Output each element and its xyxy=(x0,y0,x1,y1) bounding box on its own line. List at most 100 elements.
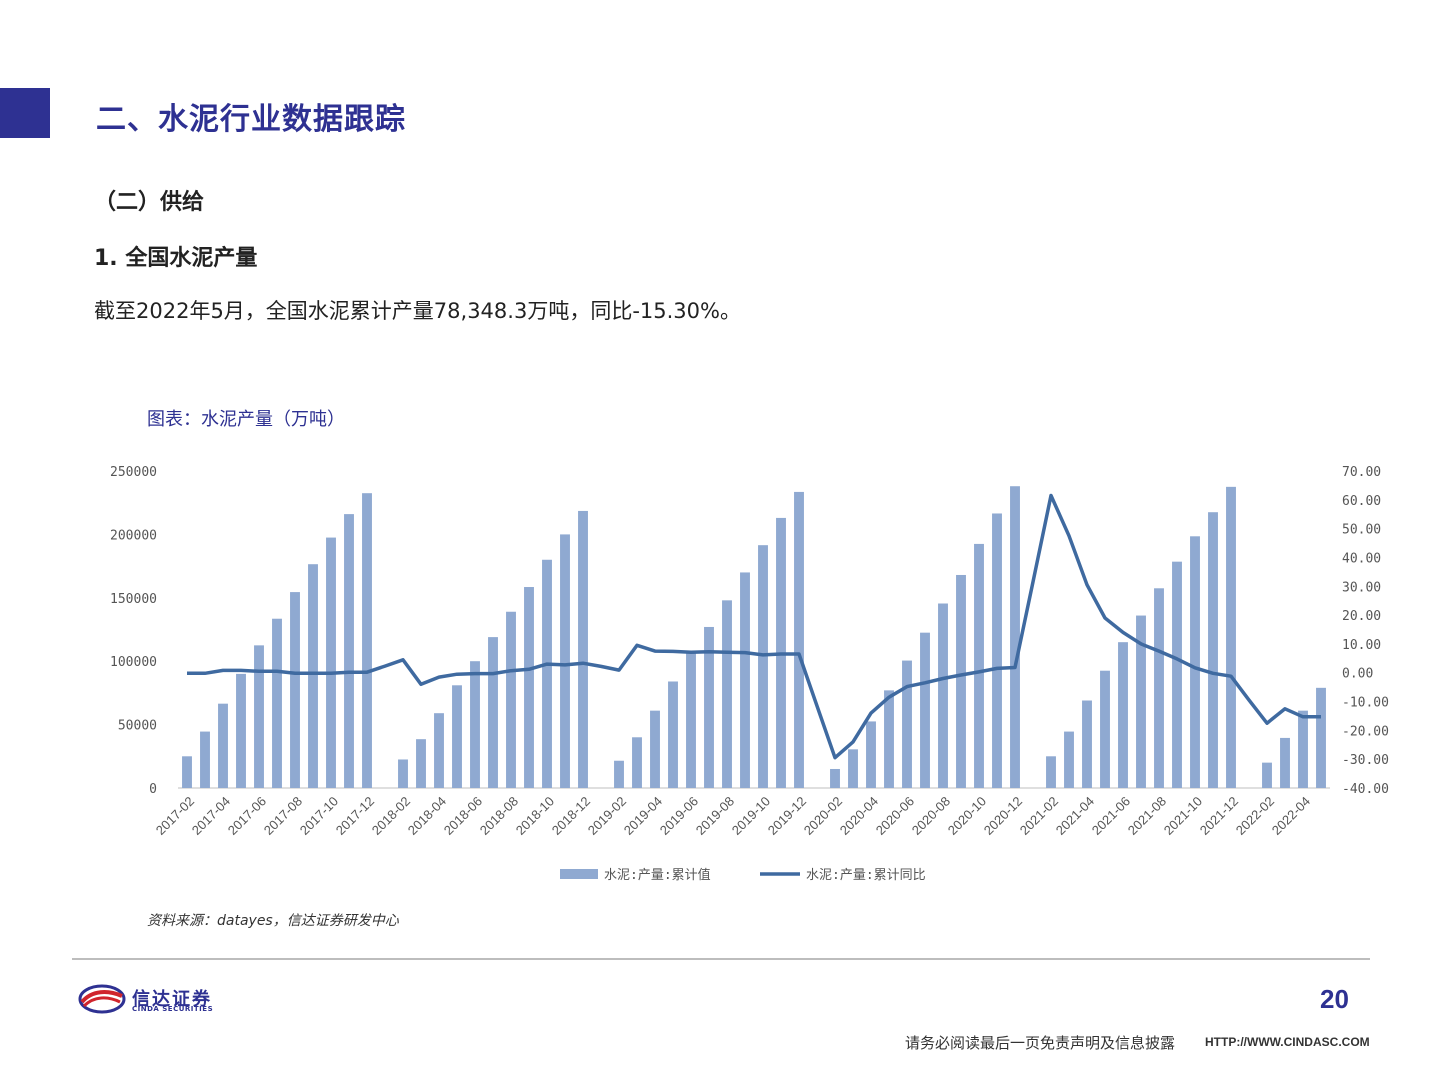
x-tick-label: 2017-04 xyxy=(189,794,233,838)
bar-2017-06 xyxy=(254,645,264,788)
bar-2017-11 xyxy=(344,514,354,788)
bar-2018-06 xyxy=(470,661,480,788)
bar-2020-07 xyxy=(920,632,930,788)
x-axis: 2017-022017-042017-062017-082017-102017-… xyxy=(153,794,1313,838)
x-tick-label: 2021-06 xyxy=(1089,794,1133,838)
y-right-tick-label: 40.00 xyxy=(1342,551,1381,566)
x-tick-label: 2020-10 xyxy=(945,794,989,838)
bar-2017-07 xyxy=(272,618,282,788)
bar-2018-05 xyxy=(452,685,462,788)
x-tick-label: 2017-12 xyxy=(333,794,377,838)
x-tick-label: 2020-08 xyxy=(909,794,953,838)
footer-url: HTTP://WWW.CINDASC.COM xyxy=(1205,1035,1370,1049)
legend-bar-label: 水泥:产量:累计值 xyxy=(604,867,711,883)
bar-2018-12 xyxy=(578,510,588,788)
x-tick-label: 2019-06 xyxy=(657,794,701,838)
page-number: 20 xyxy=(1320,984,1349,1014)
y-right-tick-label: -20.00 xyxy=(1342,724,1389,739)
y-left-tick-label: 50000 xyxy=(118,719,157,734)
x-tick-label: 2019-10 xyxy=(729,794,773,838)
bar-2020-04 xyxy=(866,721,876,788)
legend-bar-swatch xyxy=(560,869,598,879)
bar-2020-03 xyxy=(848,749,858,788)
x-tick-label: 2018-04 xyxy=(405,794,449,838)
x-tick-label: 2020-04 xyxy=(837,794,881,838)
bar-2017-09 xyxy=(308,564,318,788)
x-tick-label: 2017-06 xyxy=(225,794,269,838)
x-tick-label: 2018-06 xyxy=(441,794,485,838)
x-tick-label: 2018-12 xyxy=(549,794,593,838)
y-right-tick-label: 0.00 xyxy=(1342,667,1373,682)
y-right-tick-label: 10.00 xyxy=(1342,638,1381,653)
x-tick-label: 2018-02 xyxy=(369,794,413,838)
x-tick-label: 2019-02 xyxy=(585,794,629,838)
x-tick-label: 2022-04 xyxy=(1269,794,1313,838)
bar-2022-02 xyxy=(1262,762,1272,788)
x-tick-label: 2021-10 xyxy=(1161,794,1205,838)
y-left-axis: 0 50000 100000 150000 200000 250000 xyxy=(110,465,157,797)
bar-2018-03 xyxy=(416,739,426,788)
bar-2018-08 xyxy=(506,611,516,788)
chart-caption: 图表：水泥产量（万吨） xyxy=(147,409,345,430)
bar-2017-02 xyxy=(182,756,192,788)
bar-2020-09 xyxy=(956,574,966,788)
bar-2017-04 xyxy=(218,703,228,788)
bar-2019-02 xyxy=(614,760,624,788)
section-title: 二、水泥行业数据跟踪 xyxy=(96,102,406,137)
bar-2018-07 xyxy=(488,637,498,788)
footer-divider xyxy=(72,958,1370,960)
y-left-tick-label: 150000 xyxy=(110,592,157,607)
y-left-tick-label: 200000 xyxy=(110,528,157,543)
bar-2021-09 xyxy=(1172,561,1182,788)
bar-2017-10 xyxy=(326,537,336,788)
bar-2019-06 xyxy=(686,652,696,788)
y-right-tick-label: 70.00 xyxy=(1342,465,1381,480)
y-right-axis: -40.00 -30.00 -20.00 -10.00 0.00 10.00 20.00 30… xyxy=(1342,465,1389,797)
legend-line-label: 水泥:产量:累计同比 xyxy=(806,868,926,883)
x-tick-label: 2021-08 xyxy=(1125,794,1169,838)
disclaimer: 请务必阅读最后一页免责声明及信息披露 xyxy=(905,1034,1176,1052)
y-right-tick-label: -40.00 xyxy=(1342,782,1389,797)
bar-2017-08 xyxy=(290,592,300,788)
y-left-tick-label: 250000 xyxy=(110,465,157,480)
x-tick-label: 2019-04 xyxy=(621,794,665,838)
y-right-tick-label: 60.00 xyxy=(1342,494,1381,509)
bar-2020-05 xyxy=(884,690,894,788)
y-right-tick-label: -10.00 xyxy=(1342,696,1389,711)
bar-2021-05 xyxy=(1100,670,1110,788)
summary-text: 截至2022年5月，全国水泥累计产量78,348.3万吨，同比-15.30%。 xyxy=(94,299,741,323)
x-tick-label: 2018-10 xyxy=(513,794,557,838)
cinda-logo-icon xyxy=(78,984,126,1014)
bar-2019-05 xyxy=(668,681,678,788)
section-marker xyxy=(0,88,50,138)
x-tick-label: 2021-04 xyxy=(1053,794,1097,838)
bar-2021-10 xyxy=(1190,536,1200,788)
cement-production-chart: 0 50000 100000 150000 200000 250000 -40.00 -30… xyxy=(110,465,1389,883)
bar-2019-10 xyxy=(758,545,768,788)
bar-2021-03 xyxy=(1064,731,1074,788)
bar-2020-10 xyxy=(974,543,984,788)
logo-subtitle: CINDA SECURITIES xyxy=(132,1005,214,1013)
bar-2021-11 xyxy=(1208,512,1218,788)
x-tick-label: 2022-02 xyxy=(1233,794,1277,838)
bar-2017-03 xyxy=(200,731,210,788)
bar-2020-06 xyxy=(902,660,912,788)
bar-2020-11 xyxy=(992,513,1002,788)
bar-2022-03 xyxy=(1280,737,1290,788)
bar-2019-09 xyxy=(740,572,750,788)
bar-2019-03 xyxy=(632,737,642,788)
bar-2020-08 xyxy=(938,603,948,788)
bar-2021-08 xyxy=(1154,588,1164,788)
x-tick-label: 2020-06 xyxy=(873,794,917,838)
bar-2021-06 xyxy=(1118,642,1128,788)
bar-2017-05 xyxy=(236,673,246,788)
bar-2021-04 xyxy=(1082,700,1092,788)
x-tick-label: 2020-02 xyxy=(801,794,845,838)
bar-2021-02 xyxy=(1046,756,1056,788)
bar-2018-09 xyxy=(524,587,534,788)
bar-2018-10 xyxy=(542,559,552,788)
bar-2018-11 xyxy=(560,534,570,788)
bar-2022-05 xyxy=(1316,687,1326,788)
bar-2017-12 xyxy=(362,493,372,788)
bar-2020-12 xyxy=(1010,486,1020,788)
